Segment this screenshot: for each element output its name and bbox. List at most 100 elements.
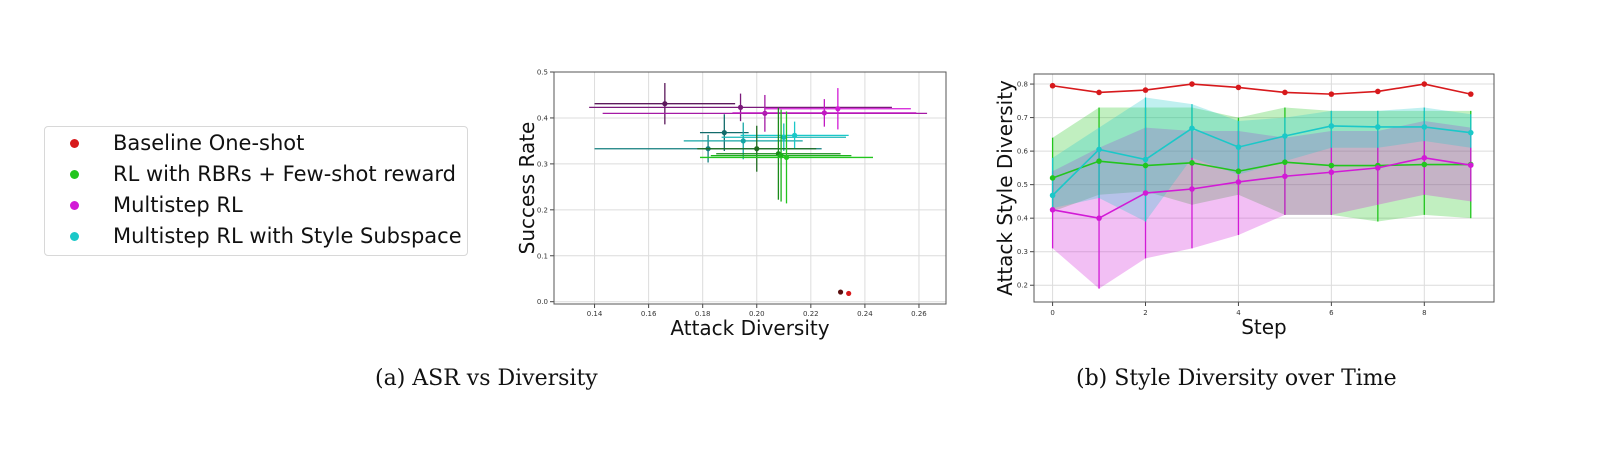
- data-point: [721, 130, 727, 136]
- data-point: [1049, 206, 1056, 213]
- data-point: [1421, 155, 1428, 161]
- data-point: [792, 132, 798, 138]
- data-point: [1375, 88, 1381, 95]
- x-tick-label: 0.20: [749, 310, 765, 318]
- x-tick-label: 2: [1143, 309, 1147, 317]
- series-line: [1052, 125, 1471, 196]
- data-point: [754, 146, 760, 152]
- series-line: [1052, 83, 1471, 95]
- data-point: [1049, 175, 1056, 181]
- legend-marker-baseline: [70, 138, 79, 148]
- data-point: [837, 289, 844, 295]
- data-point: [1467, 162, 1474, 168]
- legend-label-baseline: Baseline One-shot: [113, 131, 305, 155]
- data-point: [1328, 169, 1335, 176]
- data-point: [1421, 161, 1428, 168]
- data-point: [1235, 144, 1242, 150]
- data-point: [1142, 162, 1149, 169]
- data-point: [1282, 133, 1288, 139]
- data-point: [1096, 89, 1102, 96]
- y-tick-label: 0.4: [1017, 215, 1029, 223]
- legend-label-multistep: Multistep RL: [113, 193, 243, 217]
- confidence-band: [1052, 107, 1471, 222]
- data-point: [1096, 158, 1102, 164]
- data-point: [1189, 81, 1195, 87]
- y-tick-label: 0.3: [537, 160, 548, 168]
- series-line: [1052, 160, 1471, 179]
- data-point: [1282, 159, 1288, 165]
- data-point: [846, 290, 852, 297]
- y-tick-label: 0.6: [1017, 148, 1029, 156]
- legend: Baseline One-shot RL with RBRs + Few-sho…: [44, 126, 468, 256]
- data-point: [1096, 215, 1102, 221]
- data-point: [1189, 125, 1195, 132]
- data-point: [1142, 190, 1149, 196]
- y-tick-label: 0.5: [1017, 181, 1028, 189]
- legend-marker-multistep: [70, 200, 79, 210]
- data-point: [662, 101, 668, 107]
- legend-marker-rbr: [70, 169, 79, 179]
- x-tick-label: 0.26: [911, 310, 927, 318]
- y-tick-label: 0.8: [1017, 81, 1028, 89]
- data-point: [1375, 165, 1381, 171]
- legend-label-style-subspace: Multistep RL with Style Subspace: [113, 224, 462, 248]
- data-point: [1467, 129, 1474, 136]
- data-point: [1142, 87, 1149, 93]
- y-tick-label: 0.4: [537, 114, 549, 122]
- caption-b: (b) Style Diversity over Time: [1076, 366, 1397, 391]
- plot-frame: [553, 71, 947, 305]
- x-axis-label: Step: [1241, 315, 1287, 339]
- data-point: [1235, 179, 1242, 185]
- data-point: [1189, 160, 1195, 166]
- x-tick-label: 4: [1236, 309, 1241, 317]
- data-point: [1375, 124, 1381, 130]
- confidence-band: [1052, 120, 1471, 289]
- y-tick-label: 0.7: [1017, 114, 1028, 122]
- x-axis-label: Attack Diversity: [670, 316, 829, 340]
- x-tick-label: 0.18: [695, 310, 711, 318]
- legend-marker-style-subspace: [70, 231, 79, 241]
- data-point: [1328, 123, 1335, 129]
- data-point: [1235, 84, 1242, 91]
- x-tick-label: 6: [1329, 309, 1334, 317]
- data-point: [1421, 81, 1428, 87]
- data-point: [783, 154, 790, 161]
- x-tick-label: 0: [1050, 309, 1054, 317]
- y-axis-label: Attack Style Diversity: [993, 80, 1017, 296]
- data-point: [1049, 192, 1056, 199]
- data-point: [1189, 186, 1195, 192]
- y-tick-label: 0.5: [537, 69, 548, 77]
- data-point: [835, 106, 841, 112]
- x-tick-label: 0.16: [641, 310, 657, 318]
- data-point: [1328, 91, 1335, 97]
- data-point: [1328, 162, 1335, 169]
- y-tick-label: 0.2: [537, 206, 548, 214]
- y-tick-label: 0.2: [1017, 282, 1028, 290]
- y-tick-label: 0.0: [537, 298, 548, 306]
- caption-a: (a) ASR vs Diversity: [375, 366, 598, 391]
- data-point: [821, 110, 827, 116]
- y-tick-label: 0.3: [1017, 248, 1028, 256]
- y-tick-label: 0.1: [537, 252, 548, 260]
- data-point: [1142, 156, 1149, 163]
- data-point: [737, 104, 744, 110]
- data-point: [1282, 173, 1288, 180]
- data-point: [1049, 82, 1056, 89]
- legend-label-rbr: RL with RBRs + Few-shot reward: [113, 162, 457, 186]
- plot-frame: [1033, 73, 1495, 303]
- data-point: [1282, 89, 1288, 96]
- series-line: [1052, 157, 1471, 220]
- data-point: [1421, 124, 1428, 130]
- data-point: [1096, 146, 1102, 153]
- data-point: [1235, 168, 1242, 175]
- x-tick-label: 0.14: [587, 310, 603, 318]
- y-axis-label: Success Rate: [515, 122, 539, 255]
- x-tick-label: 0.22: [803, 310, 819, 318]
- confidence-band: [1052, 97, 1471, 222]
- x-tick-label: 8: [1422, 309, 1426, 317]
- x-tick-label: 0.24: [857, 310, 873, 318]
- data-point: [1467, 91, 1474, 97]
- data-point: [740, 138, 746, 144]
